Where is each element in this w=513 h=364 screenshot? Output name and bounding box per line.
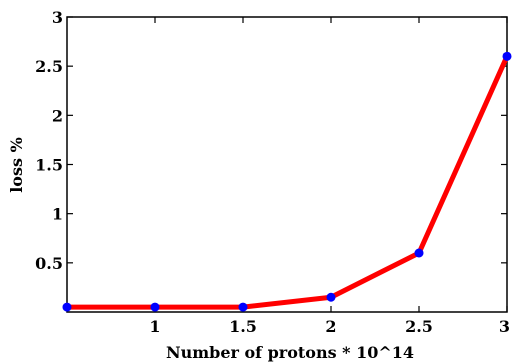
y-tick-label: 3 — [52, 8, 63, 27]
data-point — [326, 292, 336, 302]
y-tick-label: 0.5 — [35, 254, 63, 273]
y-tick-label: 2 — [52, 106, 63, 125]
x-tick-label: 1 — [149, 317, 160, 336]
data-point — [414, 248, 424, 258]
y-axis-ticks: 0.5 1 1.5 2 2.5 3 — [35, 8, 507, 273]
x-tick-label: 1.5 — [229, 317, 257, 336]
data-point — [150, 302, 160, 312]
y-tick-label: 2.5 — [35, 57, 63, 76]
data-point — [62, 302, 72, 312]
series-layer — [62, 51, 512, 312]
x-axis-title: Number of protons * 10^14 — [166, 343, 414, 362]
y-tick-label: 1.5 — [35, 156, 63, 175]
plot-frame — [66, 16, 508, 313]
series-line — [67, 55, 510, 310]
y-tick-label: 1 — [52, 205, 63, 224]
data-point — [502, 51, 512, 61]
x-tick-label: 3 — [499, 317, 510, 336]
y-axis-title: loss % — [7, 137, 26, 193]
x-tick-label: 2 — [325, 317, 336, 336]
x-tick-label: 2.5 — [405, 317, 433, 336]
data-point — [238, 302, 248, 312]
